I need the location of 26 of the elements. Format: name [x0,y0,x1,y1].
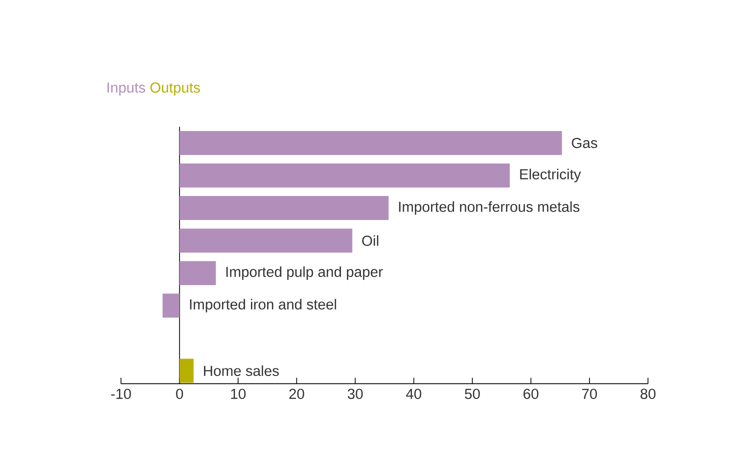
x-tick-label: 80 [640,388,656,399]
x-tick-label: 60 [524,388,538,399]
y-tick-label: Home sales [204,365,279,376]
x-tick-label: 40 [406,388,422,399]
x-tick-label: 10 [231,388,246,399]
x-tick-label: 20 [289,388,304,399]
bar [180,196,389,220]
y-tick-label: Imported iron and steel [190,298,336,312]
bar [162,294,180,318]
y-tick-label: Oil [362,235,378,246]
text: Outputs [150,82,200,96]
x-tick-label: -10 [111,388,131,399]
bar [180,164,510,188]
bar [180,358,194,383]
x-tick-label: 0 [176,388,184,399]
x-tick-label: 50 [464,388,480,399]
bar [180,130,562,155]
bar [180,228,352,253]
y-tick-label: Electricity [520,168,582,182]
x-tick-label: 70 [582,388,597,399]
bar [180,261,216,286]
y-tick-label: Imported pulp and paper [226,266,383,280]
x-tick-label: 30 [348,388,363,399]
text: Inputs [108,82,146,96]
y-tick-label: Gas [572,138,598,148]
y-tick-label: Imported non-ferrous metals [399,201,580,215]
